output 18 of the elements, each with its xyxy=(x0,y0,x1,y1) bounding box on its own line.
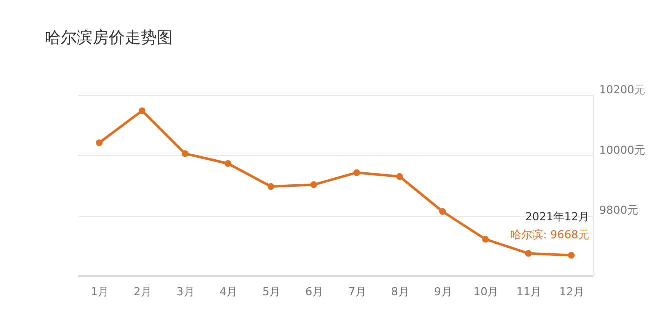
x-tick-label: 7月 xyxy=(348,286,366,298)
x-tick-label: 12月 xyxy=(560,286,585,298)
y-tick-label: 10000元 xyxy=(600,144,646,157)
y-tick-label: 9800元 xyxy=(600,204,638,218)
annotation: 哈尔滨: 9668元 xyxy=(510,228,590,242)
x-tick-label: 3月 xyxy=(176,286,195,298)
annotation: 2021年12月 xyxy=(526,210,590,224)
x-tick-label: 4月 xyxy=(220,286,238,298)
x-tick-label: 2月 xyxy=(134,286,152,298)
x-tick-label: 5月 xyxy=(262,286,281,298)
x-tick-label: 6月 xyxy=(306,286,324,298)
x-tick-label: 1月 xyxy=(90,286,109,298)
y-tick-label: 10200元 xyxy=(600,84,646,96)
chart-title: 哈尔滨房价走势图 xyxy=(45,28,173,47)
x-tick-label: 11月 xyxy=(516,286,542,298)
x-tick-label: 10月 xyxy=(474,286,499,298)
x-tick-label: 8月 xyxy=(391,286,410,298)
x-tick-label: 9月 xyxy=(434,286,452,298)
